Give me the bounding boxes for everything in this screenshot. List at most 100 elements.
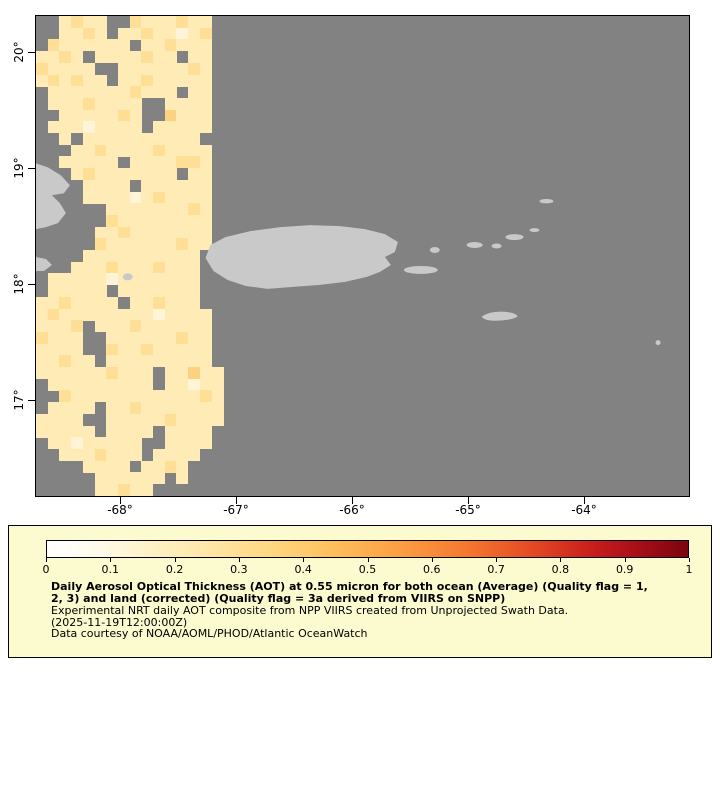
aot-data-cell bbox=[59, 16, 72, 29]
aot-data-cell bbox=[188, 378, 201, 391]
aot-data-cell bbox=[188, 121, 201, 134]
aot-data-cell bbox=[47, 308, 60, 321]
colorbar-tick-mark bbox=[174, 558, 176, 562]
aot-data-cell bbox=[94, 121, 107, 134]
aot-data-cell bbox=[188, 39, 201, 52]
aot-data-cell bbox=[153, 144, 166, 157]
aot-data-cell bbox=[129, 343, 142, 356]
aot-data-cell bbox=[106, 121, 119, 134]
aot-data-cell bbox=[129, 472, 142, 485]
aot-data-cell bbox=[141, 296, 154, 309]
aot-data-cell bbox=[141, 285, 154, 298]
aot-data-cell bbox=[199, 402, 212, 415]
latitude-tick-mark bbox=[28, 400, 35, 401]
aot-data-cell bbox=[94, 484, 107, 496]
aot-data-cell bbox=[129, 308, 142, 321]
aot-data-cell bbox=[153, 448, 166, 461]
longitude-tick-mark bbox=[584, 497, 585, 504]
aot-data-cell bbox=[117, 133, 130, 146]
aot-data-cell bbox=[106, 390, 119, 403]
aot-data-cell bbox=[199, 39, 212, 52]
aot-data-cell bbox=[106, 109, 119, 122]
latitude-tick-label: 17° bbox=[12, 389, 26, 411]
aot-data-cell bbox=[129, 285, 142, 298]
aot-data-cell bbox=[129, 86, 142, 99]
aot-data-cell bbox=[94, 250, 107, 263]
aot-data-cell bbox=[36, 308, 49, 321]
colorbar-tick-label: 0 bbox=[42, 563, 50, 576]
aot-data-cell bbox=[106, 448, 119, 461]
aot-data-cell bbox=[188, 390, 201, 403]
aot-data-cell bbox=[164, 378, 177, 391]
aot-data-cell bbox=[106, 191, 119, 204]
aot-data-cell bbox=[199, 109, 212, 122]
aot-data-cell bbox=[164, 97, 177, 110]
colorbar-tick-mark bbox=[110, 558, 112, 562]
aot-data-cell bbox=[117, 308, 130, 321]
aot-data-cell bbox=[82, 144, 95, 157]
aot-data-cell bbox=[199, 191, 212, 204]
aot-data-cell bbox=[141, 214, 154, 227]
aot-data-cell bbox=[129, 296, 142, 309]
aot-data-cell bbox=[164, 226, 177, 239]
aot-data-cell bbox=[71, 16, 84, 29]
aot-data-cell bbox=[188, 203, 201, 216]
colorbar-tick-label: 1 bbox=[685, 563, 693, 576]
aot-data-cell bbox=[188, 109, 201, 122]
aot-data-cell bbox=[129, 156, 142, 169]
aot-data-cell bbox=[141, 425, 154, 438]
aot-data-cell bbox=[176, 273, 189, 286]
aot-data-cell bbox=[188, 191, 201, 204]
aot-data-cell bbox=[141, 472, 154, 485]
aot-data-cell bbox=[164, 62, 177, 75]
aot-data-cell bbox=[164, 179, 177, 192]
aot-data-cell bbox=[141, 191, 154, 204]
aot-data-cell bbox=[94, 273, 107, 286]
aot-data-cell bbox=[176, 226, 189, 239]
vieques-island bbox=[403, 265, 438, 274]
aot-data-cell bbox=[59, 296, 72, 309]
tortola-island bbox=[505, 234, 524, 241]
aot-data-cell bbox=[82, 27, 95, 40]
aot-data-cell bbox=[153, 273, 166, 286]
aot-data-cell bbox=[164, 402, 177, 415]
aot-data-cell bbox=[82, 168, 95, 181]
aot-data-cell bbox=[106, 214, 119, 227]
aot-data-cell bbox=[141, 156, 154, 169]
aot-data-cell bbox=[47, 74, 60, 87]
aot-data-cell bbox=[59, 109, 72, 122]
aot-data-cell bbox=[176, 448, 189, 461]
aot-data-cell bbox=[106, 308, 119, 321]
aot-data-cell bbox=[164, 250, 177, 263]
aot-data-cell bbox=[211, 413, 224, 426]
aot-data-cell bbox=[141, 86, 154, 99]
aot-data-cell bbox=[106, 460, 119, 473]
aot-data-cell bbox=[176, 390, 189, 403]
aot-data-cell bbox=[71, 331, 84, 344]
aot-data-cell bbox=[47, 425, 60, 438]
aot-data-cell bbox=[153, 168, 166, 181]
aot-data-cell bbox=[82, 39, 95, 52]
aot-data-cell bbox=[47, 296, 60, 309]
aot-data-cell bbox=[117, 109, 130, 122]
aot-data-cell bbox=[199, 437, 212, 450]
aot-data-cell bbox=[153, 250, 166, 263]
aot-data-cell bbox=[94, 168, 107, 181]
aot-data-cell bbox=[153, 27, 166, 40]
aot-data-cell bbox=[71, 296, 84, 309]
aot-data-cell bbox=[176, 413, 189, 426]
aot-data-cell bbox=[199, 425, 212, 438]
aot-data-cell bbox=[47, 320, 60, 333]
aot-data-cell bbox=[82, 62, 95, 75]
aot-data-cell bbox=[129, 238, 142, 251]
aot-data-cell bbox=[153, 214, 166, 227]
aot-data-cell bbox=[176, 261, 189, 274]
aot-data-cell bbox=[94, 448, 107, 461]
aot-data-cell bbox=[117, 226, 130, 239]
aot-data-cell bbox=[153, 355, 166, 368]
aot-data-cell bbox=[188, 179, 201, 192]
aot-data-cell bbox=[211, 378, 224, 391]
aot-data-cell bbox=[188, 331, 201, 344]
aot-data-cell bbox=[188, 437, 201, 450]
